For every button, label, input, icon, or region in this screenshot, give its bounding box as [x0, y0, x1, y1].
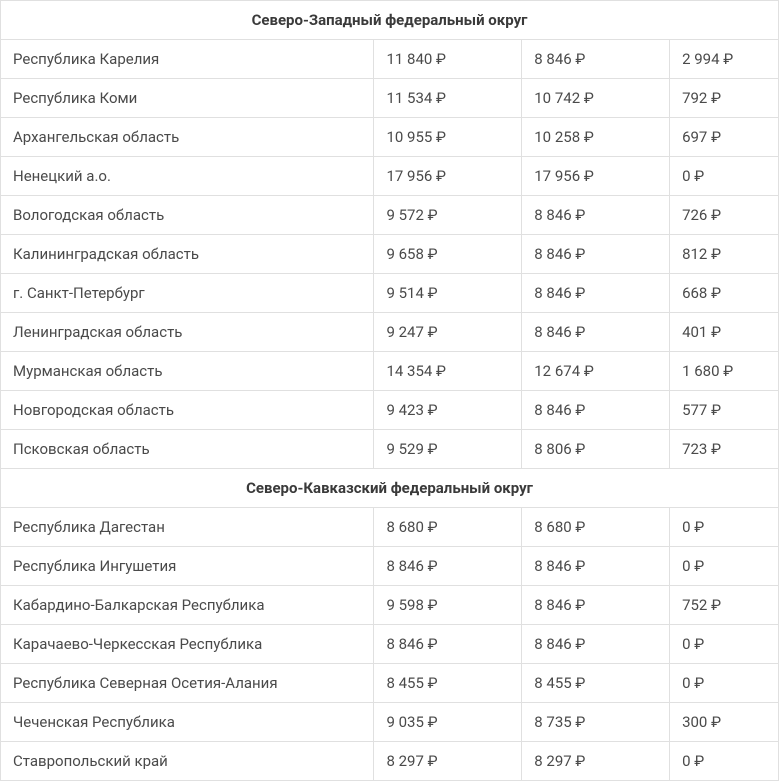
region-cell: Вологодская область	[1, 196, 374, 235]
value-cell-3: 668 ₽	[670, 274, 779, 313]
regions-table: Северо-Западный федеральный округРеспубл…	[0, 0, 779, 781]
table-row: г. Санкт-Петербург9 514 ₽8 846 ₽668 ₽	[1, 274, 779, 313]
value-cell-3: 0 ₽	[670, 508, 779, 547]
value-cell-1: 8 846 ₽	[374, 625, 522, 664]
table-row: Вологодская область9 572 ₽8 846 ₽726 ₽	[1, 196, 779, 235]
table-row: Ленинградская область9 247 ₽8 846 ₽401 ₽	[1, 313, 779, 352]
region-cell: Кабардино-Балкарская Республика	[1, 586, 374, 625]
value-cell-2: 8 846 ₽	[522, 313, 670, 352]
value-cell-1: 9 247 ₽	[374, 313, 522, 352]
value-cell-3: 577 ₽	[670, 391, 779, 430]
region-cell: Ненецкий а.о.	[1, 157, 374, 196]
value-cell-1: 8 846 ₽	[374, 547, 522, 586]
value-cell-2: 8 846 ₽	[522, 40, 670, 79]
value-cell-2: 8 846 ₽	[522, 235, 670, 274]
table-row: Карачаево-Черкесская Республика8 846 ₽8 …	[1, 625, 779, 664]
region-cell: Карачаево-Черкесская Республика	[1, 625, 374, 664]
value-cell-3: 812 ₽	[670, 235, 779, 274]
value-cell-1: 9 598 ₽	[374, 586, 522, 625]
table-row: Мурманская область14 354 ₽12 674 ₽1 680 …	[1, 352, 779, 391]
region-cell: Республика Северная Осетия-Алания	[1, 664, 374, 703]
value-cell-2: 10 258 ₽	[522, 118, 670, 157]
table-row: Новгородская область9 423 ₽8 846 ₽577 ₽	[1, 391, 779, 430]
value-cell-3: 2 994 ₽	[670, 40, 779, 79]
value-cell-3: 0 ₽	[670, 664, 779, 703]
value-cell-1: 9 514 ₽	[374, 274, 522, 313]
value-cell-1: 11 534 ₽	[374, 79, 522, 118]
region-cell: Чеченская Республика	[1, 703, 374, 742]
table-row: Республика Дагестан8 680 ₽8 680 ₽0 ₽	[1, 508, 779, 547]
value-cell-3: 792 ₽	[670, 79, 779, 118]
section-title: Северо-Западный федеральный округ	[1, 1, 779, 40]
value-cell-3: 726 ₽	[670, 196, 779, 235]
region-cell: Архангельская область	[1, 118, 374, 157]
value-cell-2: 12 674 ₽	[522, 352, 670, 391]
value-cell-2: 8 846 ₽	[522, 196, 670, 235]
value-cell-1: 8 455 ₽	[374, 664, 522, 703]
value-cell-2: 8 806 ₽	[522, 430, 670, 469]
value-cell-3: 697 ₽	[670, 118, 779, 157]
value-cell-1: 9 658 ₽	[374, 235, 522, 274]
value-cell-3: 0 ₽	[670, 547, 779, 586]
table-row: Республика Ингушетия8 846 ₽8 846 ₽0 ₽	[1, 547, 779, 586]
section-header-row: Северо-Кавказский федеральный округ	[1, 469, 779, 508]
table-row: Архангельская область10 955 ₽10 258 ₽697…	[1, 118, 779, 157]
value-cell-3: 752 ₽	[670, 586, 779, 625]
value-cell-3: 0 ₽	[670, 742, 779, 781]
region-cell: Новгородская область	[1, 391, 374, 430]
value-cell-3: 1 680 ₽	[670, 352, 779, 391]
table-row: Псковская область9 529 ₽8 806 ₽723 ₽	[1, 430, 779, 469]
region-cell: Республика Дагестан	[1, 508, 374, 547]
table-row: Республика Северная Осетия-Алания8 455 ₽…	[1, 664, 779, 703]
value-cell-1: 9 572 ₽	[374, 196, 522, 235]
value-cell-2: 8 846 ₽	[522, 274, 670, 313]
value-cell-2: 8 846 ₽	[522, 625, 670, 664]
value-cell-2: 10 742 ₽	[522, 79, 670, 118]
value-cell-2: 8 680 ₽	[522, 508, 670, 547]
value-cell-2: 8 846 ₽	[522, 586, 670, 625]
value-cell-3: 723 ₽	[670, 430, 779, 469]
value-cell-1: 8 680 ₽	[374, 508, 522, 547]
region-cell: Республика Карелия	[1, 40, 374, 79]
table-row: Ставропольский край8 297 ₽8 297 ₽0 ₽	[1, 742, 779, 781]
value-cell-2: 17 956 ₽	[522, 157, 670, 196]
table-row: Республика Коми11 534 ₽10 742 ₽792 ₽	[1, 79, 779, 118]
value-cell-1: 17 956 ₽	[374, 157, 522, 196]
region-cell: Мурманская область	[1, 352, 374, 391]
value-cell-1: 9 035 ₽	[374, 703, 522, 742]
value-cell-1: 9 529 ₽	[374, 430, 522, 469]
table-row: Ненецкий а.о.17 956 ₽17 956 ₽0 ₽	[1, 157, 779, 196]
value-cell-2: 8 455 ₽	[522, 664, 670, 703]
table-row: Кабардино-Балкарская Республика9 598 ₽8 …	[1, 586, 779, 625]
region-cell: Псковская область	[1, 430, 374, 469]
value-cell-1: 14 354 ₽	[374, 352, 522, 391]
region-cell: г. Санкт-Петербург	[1, 274, 374, 313]
value-cell-3: 401 ₽	[670, 313, 779, 352]
region-cell: Ленинградская область	[1, 313, 374, 352]
region-cell: Ставропольский край	[1, 742, 374, 781]
value-cell-3: 0 ₽	[670, 625, 779, 664]
section-header-row: Северо-Западный федеральный округ	[1, 1, 779, 40]
value-cell-2: 8 846 ₽	[522, 391, 670, 430]
table-row: Чеченская Республика9 035 ₽8 735 ₽300 ₽	[1, 703, 779, 742]
table-row: Республика Карелия11 840 ₽8 846 ₽2 994 ₽	[1, 40, 779, 79]
value-cell-1: 10 955 ₽	[374, 118, 522, 157]
value-cell-3: 300 ₽	[670, 703, 779, 742]
table-row: Калининградская область9 658 ₽8 846 ₽812…	[1, 235, 779, 274]
region-cell: Республика Коми	[1, 79, 374, 118]
value-cell-1: 9 423 ₽	[374, 391, 522, 430]
value-cell-1: 8 297 ₽	[374, 742, 522, 781]
value-cell-3: 0 ₽	[670, 157, 779, 196]
region-cell: Республика Ингушетия	[1, 547, 374, 586]
region-cell: Калининградская область	[1, 235, 374, 274]
value-cell-2: 8 735 ₽	[522, 703, 670, 742]
section-title: Северо-Кавказский федеральный округ	[1, 469, 779, 508]
value-cell-2: 8 297 ₽	[522, 742, 670, 781]
value-cell-1: 11 840 ₽	[374, 40, 522, 79]
value-cell-2: 8 846 ₽	[522, 547, 670, 586]
